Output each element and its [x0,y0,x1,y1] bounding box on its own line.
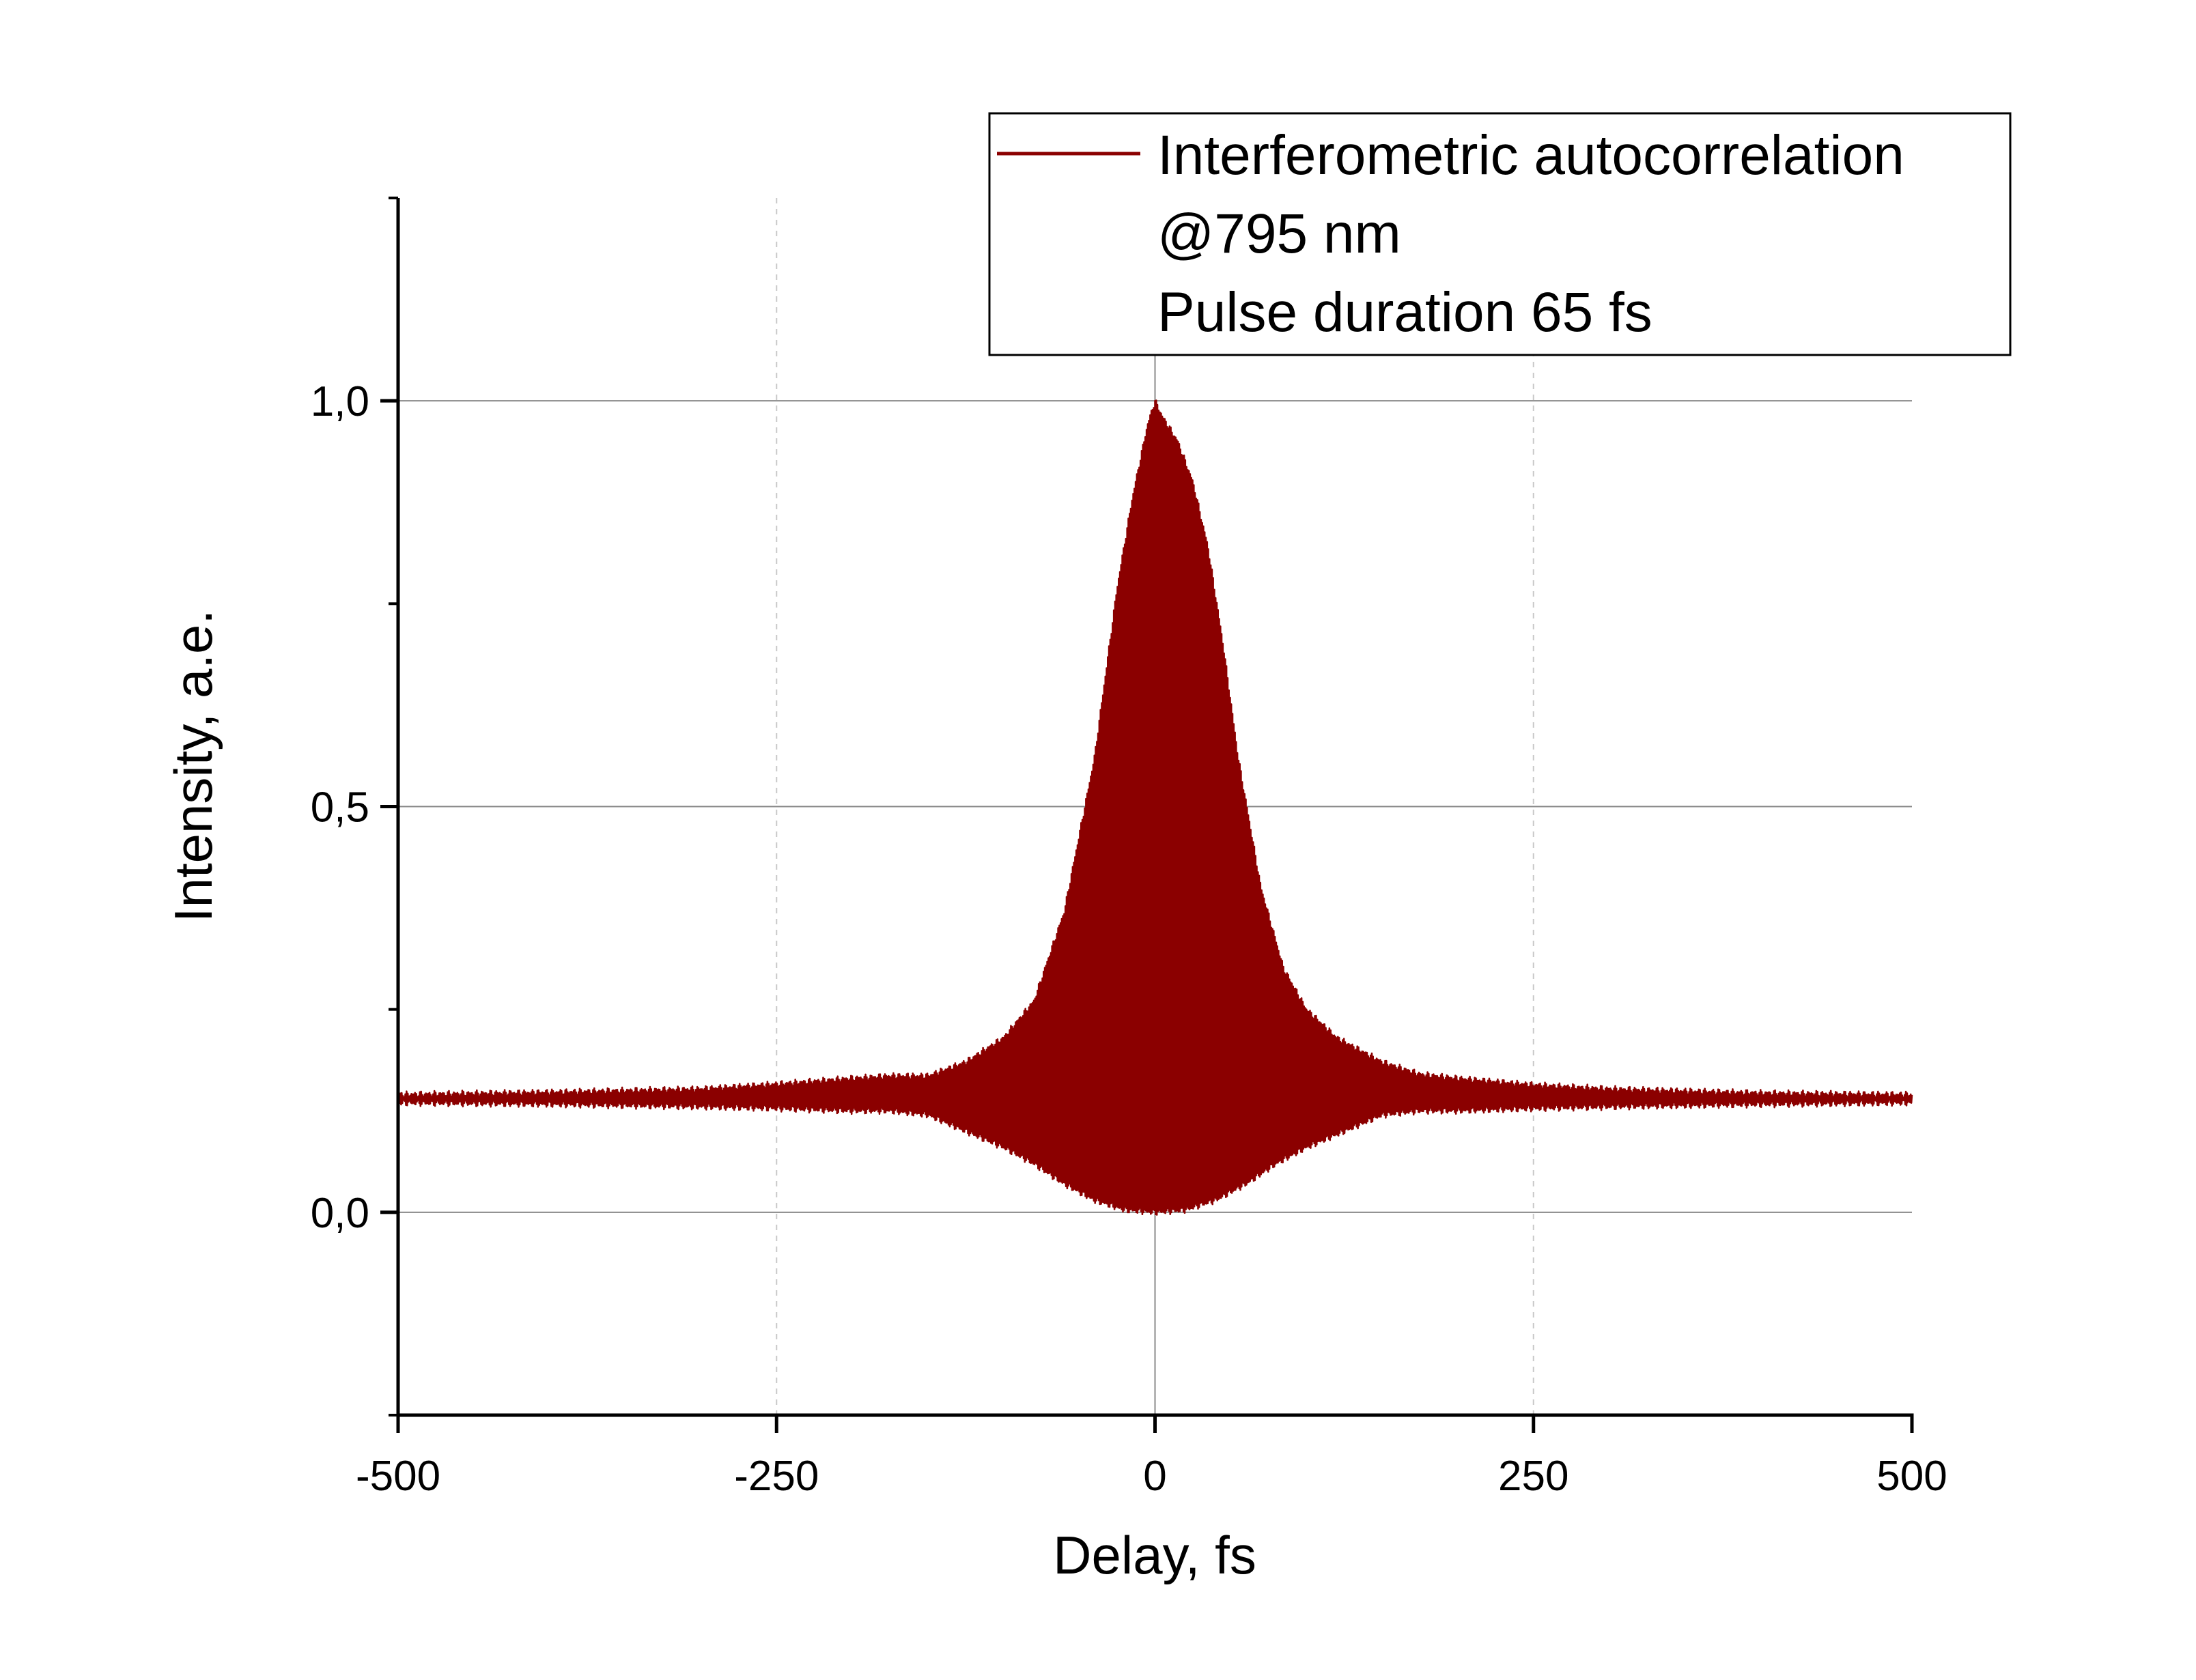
y-tick-label-0: 0,0 [311,1190,369,1237]
x-tick-label-2: 0 [1143,1453,1166,1500]
legend-series-name: Interferometric autocorrelation [1157,124,1904,186]
data-layer [397,399,1913,1216]
x-tick-label-1: -250 [734,1453,819,1500]
legend-wavelength: @795 nm [1157,203,1401,265]
series-autocorrelation-line [397,399,1913,1216]
x-tick-label-0: -500 [356,1453,440,1500]
y-axis-title: Intensity, a.e. [163,610,223,922]
x-tick-label-3: 250 [1498,1453,1568,1500]
axes-layer: -500 -250 0 250 500 0,0 0,5 1,0 [311,197,1947,1500]
y-tick-label-1: 0,5 [311,784,369,831]
x-tick-label-4: 500 [1876,1453,1947,1500]
x-axis-title: Delay, fs [1053,1525,1256,1585]
legend-box [988,112,2012,356]
legend: Interferometric autocorrelation @795 nm … [988,112,2012,356]
legend-pulse-duration: Pulse duration 65 fs [1157,281,1652,343]
y-tick-label-2: 1,0 [311,378,369,425]
